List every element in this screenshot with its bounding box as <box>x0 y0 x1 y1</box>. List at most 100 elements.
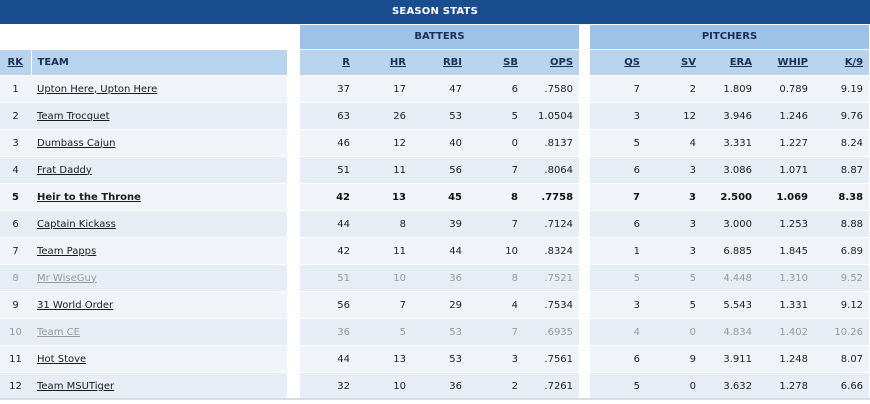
ops-cell: .7580 <box>544 83 574 95</box>
table-row: 42 11 44 10 .8324 <box>300 237 580 265</box>
team-name-link[interactable]: Heir to the Throne <box>37 191 141 203</box>
k9-cell: 8.07 <box>840 353 864 365</box>
table-row: 51 10 36 8 .7521 <box>300 264 580 292</box>
table-row: 7 2 1.809 0.789 9.19 <box>590 75 870 103</box>
whip-cell: 1.069 <box>776 191 808 203</box>
rbi-sort-header[interactable]: RBI <box>442 57 462 68</box>
table-row: 6 3 3.000 1.253 8.88 <box>590 210 870 238</box>
whip-cell: 1.071 <box>779 164 808 176</box>
sb-cell: 7 <box>511 164 518 176</box>
team-name-link[interactable]: Team Papps <box>37 245 97 257</box>
table-row: 3 5 5.543 1.331 9.12 <box>590 291 870 319</box>
team-header-row: RK TEAM <box>0 49 287 76</box>
qs-cell: 4 <box>633 326 640 338</box>
r-cell: 51 <box>337 164 350 176</box>
era-cell: 4.834 <box>723 326 752 338</box>
sb-cell: 6 <box>511 83 518 95</box>
hr-cell: 5 <box>399 326 406 338</box>
sb-cell: 8 <box>511 191 518 203</box>
qs-cell: 7 <box>633 191 640 203</box>
table-row: 5 4 3.331 1.227 8.24 <box>590 129 870 157</box>
ops-cell: .7124 <box>544 218 574 230</box>
table-row: 4 0 4.834 1.402 10.26 <box>590 318 870 346</box>
table-row: 3 Dumbass Cajun <box>0 129 287 157</box>
table-row: 5 0 3.632 1.278 6.66 <box>590 372 870 400</box>
table-row: 63 26 53 5 1.0504 <box>300 102 580 130</box>
whip-cell: 1.227 <box>779 137 808 149</box>
team-name-link[interactable]: Team CE <box>37 326 80 338</box>
era-cell: 1.809 <box>723 83 752 95</box>
table-row: 11 Hot Stove <box>0 345 287 373</box>
r-cell: 63 <box>337 110 350 122</box>
r-sort-header[interactable]: R <box>342 57 350 68</box>
rbi-cell: 45 <box>448 191 462 203</box>
sv-cell: 0 <box>689 326 696 338</box>
whip-sort-header[interactable]: WHIP <box>777 57 808 68</box>
batters-header-row: R HR RBI SB OPS <box>300 49 580 76</box>
hr-cell: 7 <box>399 299 406 311</box>
rank-cell: 1 <box>12 83 19 95</box>
r-cell: 36 <box>337 326 350 338</box>
sv-cell: 2 <box>689 83 696 95</box>
k9-cell: 9.52 <box>840 272 864 284</box>
team-name-link[interactable]: Hot Stove <box>37 353 87 365</box>
sv-sort-header[interactable]: SV <box>681 57 696 68</box>
table-row: 3 12 3.946 1.246 9.76 <box>590 102 870 130</box>
table-row: 8 Mr WiseGuy <box>0 264 287 292</box>
rk-sort-header[interactable]: RK <box>7 57 23 68</box>
era-cell: 3.911 <box>723 353 752 365</box>
rbi-cell: 53 <box>449 110 462 122</box>
rbi-cell: 56 <box>449 164 462 176</box>
qs-sort-header[interactable]: QS <box>624 57 640 68</box>
sv-cell: 4 <box>689 137 696 149</box>
k9-cell: 8.38 <box>838 191 864 203</box>
rank-cell: 8 <box>12 272 19 284</box>
whip-cell: 1.246 <box>779 110 808 122</box>
k9-cell: 9.76 <box>840 110 864 122</box>
ops-cell: .8324 <box>544 245 574 257</box>
pitchers-header-row: QS SV ERA WHIP K/9 <box>590 49 870 76</box>
rank-cell: 12 <box>9 380 22 392</box>
hr-cell: 26 <box>393 110 406 122</box>
table-row: 44 13 53 3 .7561 <box>300 345 580 373</box>
whip-cell: 1.310 <box>779 272 808 284</box>
r-cell: 44 <box>337 218 350 230</box>
team-name-link[interactable]: Frat Daddy <box>37 164 92 176</box>
rank-cell: 2 <box>12 110 19 122</box>
k9-sort-header[interactable]: K/9 <box>844 57 864 68</box>
team-name-link[interactable]: Upton Here, Upton Here <box>37 83 158 95</box>
batters-table: R HR RBI SB OPS 37 17 47 6.7580 63 26 53 5 1.050… <box>300 25 580 400</box>
k9-cell: 9.12 <box>840 299 864 311</box>
sv-cell: 3 <box>689 164 696 176</box>
ops-sort-header[interactable]: OPS <box>550 57 574 68</box>
rank-cell: 11 <box>9 353 22 365</box>
team-name-link[interactable]: Captain Kickass <box>37 218 116 230</box>
table-row: 1 Upton Here, Upton Here <box>0 75 287 103</box>
team-name-link[interactable]: Team Trocquet <box>37 110 110 122</box>
sb-cell: 3 <box>511 353 518 365</box>
hr-cell: 12 <box>393 137 406 149</box>
era-cell: 3.946 <box>723 110 752 122</box>
k9-cell: 10.26 <box>834 326 864 338</box>
whip-cell: 1.402 <box>779 326 808 338</box>
team-name-link[interactable]: Mr WiseGuy <box>37 272 97 284</box>
table-bottom-divider <box>0 398 870 400</box>
ops-cell: .7534 <box>544 299 574 311</box>
era-sort-header[interactable]: ERA <box>729 57 752 68</box>
table-row: 2 Team Trocquet <box>0 102 287 130</box>
sb-sort-header[interactable]: SB <box>503 57 518 68</box>
team-name-link[interactable]: 31 World Order <box>37 299 114 311</box>
whip-cell: 1.278 <box>779 380 808 392</box>
hr-cell: 17 <box>393 83 406 95</box>
season-stats-banner: SEASON STATS <box>0 0 870 24</box>
sv-cell: 9 <box>689 353 696 365</box>
era-cell: 6.885 <box>723 245 752 257</box>
team-name-link[interactable]: Dumbass Cajun <box>37 137 116 149</box>
era-cell: 3.086 <box>723 164 752 176</box>
hr-sort-header[interactable]: HR <box>389 57 406 68</box>
team-name-link[interactable]: Team MSUTiger <box>37 380 115 392</box>
hr-cell: 10 <box>393 272 406 284</box>
rank-cell: 9 <box>12 299 19 311</box>
r-cell: 37 <box>337 83 350 95</box>
era-cell: 4.448 <box>723 272 752 284</box>
